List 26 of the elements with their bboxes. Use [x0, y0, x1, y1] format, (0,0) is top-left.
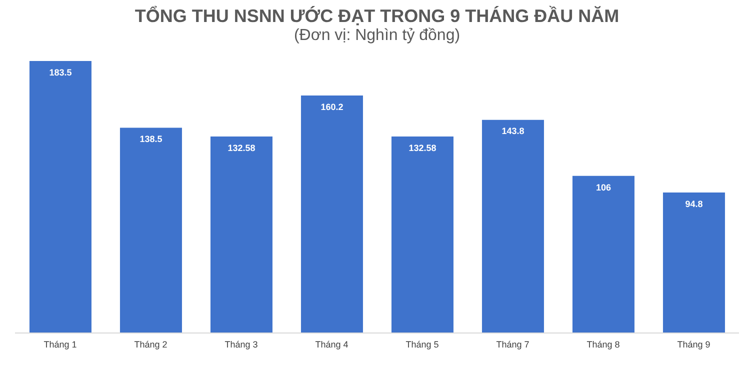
- bar: [572, 176, 634, 333]
- bar: [300, 96, 363, 333]
- data-label: 106: [596, 182, 611, 192]
- x-tick-label: Tháng 9: [677, 339, 710, 350]
- x-tick-label: Tháng 3: [224, 339, 258, 350]
- x-tick-label: Tháng 8: [586, 339, 620, 350]
- x-tick-label: Tháng 2: [134, 339, 168, 350]
- x-tick-label: Tháng 1: [44, 339, 77, 350]
- bar: [120, 128, 182, 333]
- chart-subtitle: (Đơn vị: Nghìn tỷ đồng): [292, 27, 462, 45]
- x-tick-label: Tháng 7: [496, 339, 530, 350]
- x-tick-label: Tháng 4: [315, 339, 348, 350]
- data-label: 132.58: [228, 142, 256, 153]
- data-label: 132.58: [408, 142, 436, 153]
- bar: [391, 136, 454, 333]
- data-label: 183.5: [49, 67, 72, 78]
- data-label: 143.8: [502, 126, 524, 136]
- x-tick-label: Tháng 5: [406, 339, 439, 350]
- bar: [29, 61, 92, 333]
- bar: [210, 136, 272, 333]
- chart-title: TỔNG THU NSNN ƯỚC ĐẠT TRONG 9 THÁNG ĐẦU NĂM: [134, 6, 620, 27]
- bar: [662, 192, 725, 333]
- data-label: 94.8: [685, 198, 703, 209]
- data-label: 138.5: [140, 134, 162, 144]
- bar: [482, 120, 544, 333]
- data-label: 160.2: [320, 102, 344, 112]
